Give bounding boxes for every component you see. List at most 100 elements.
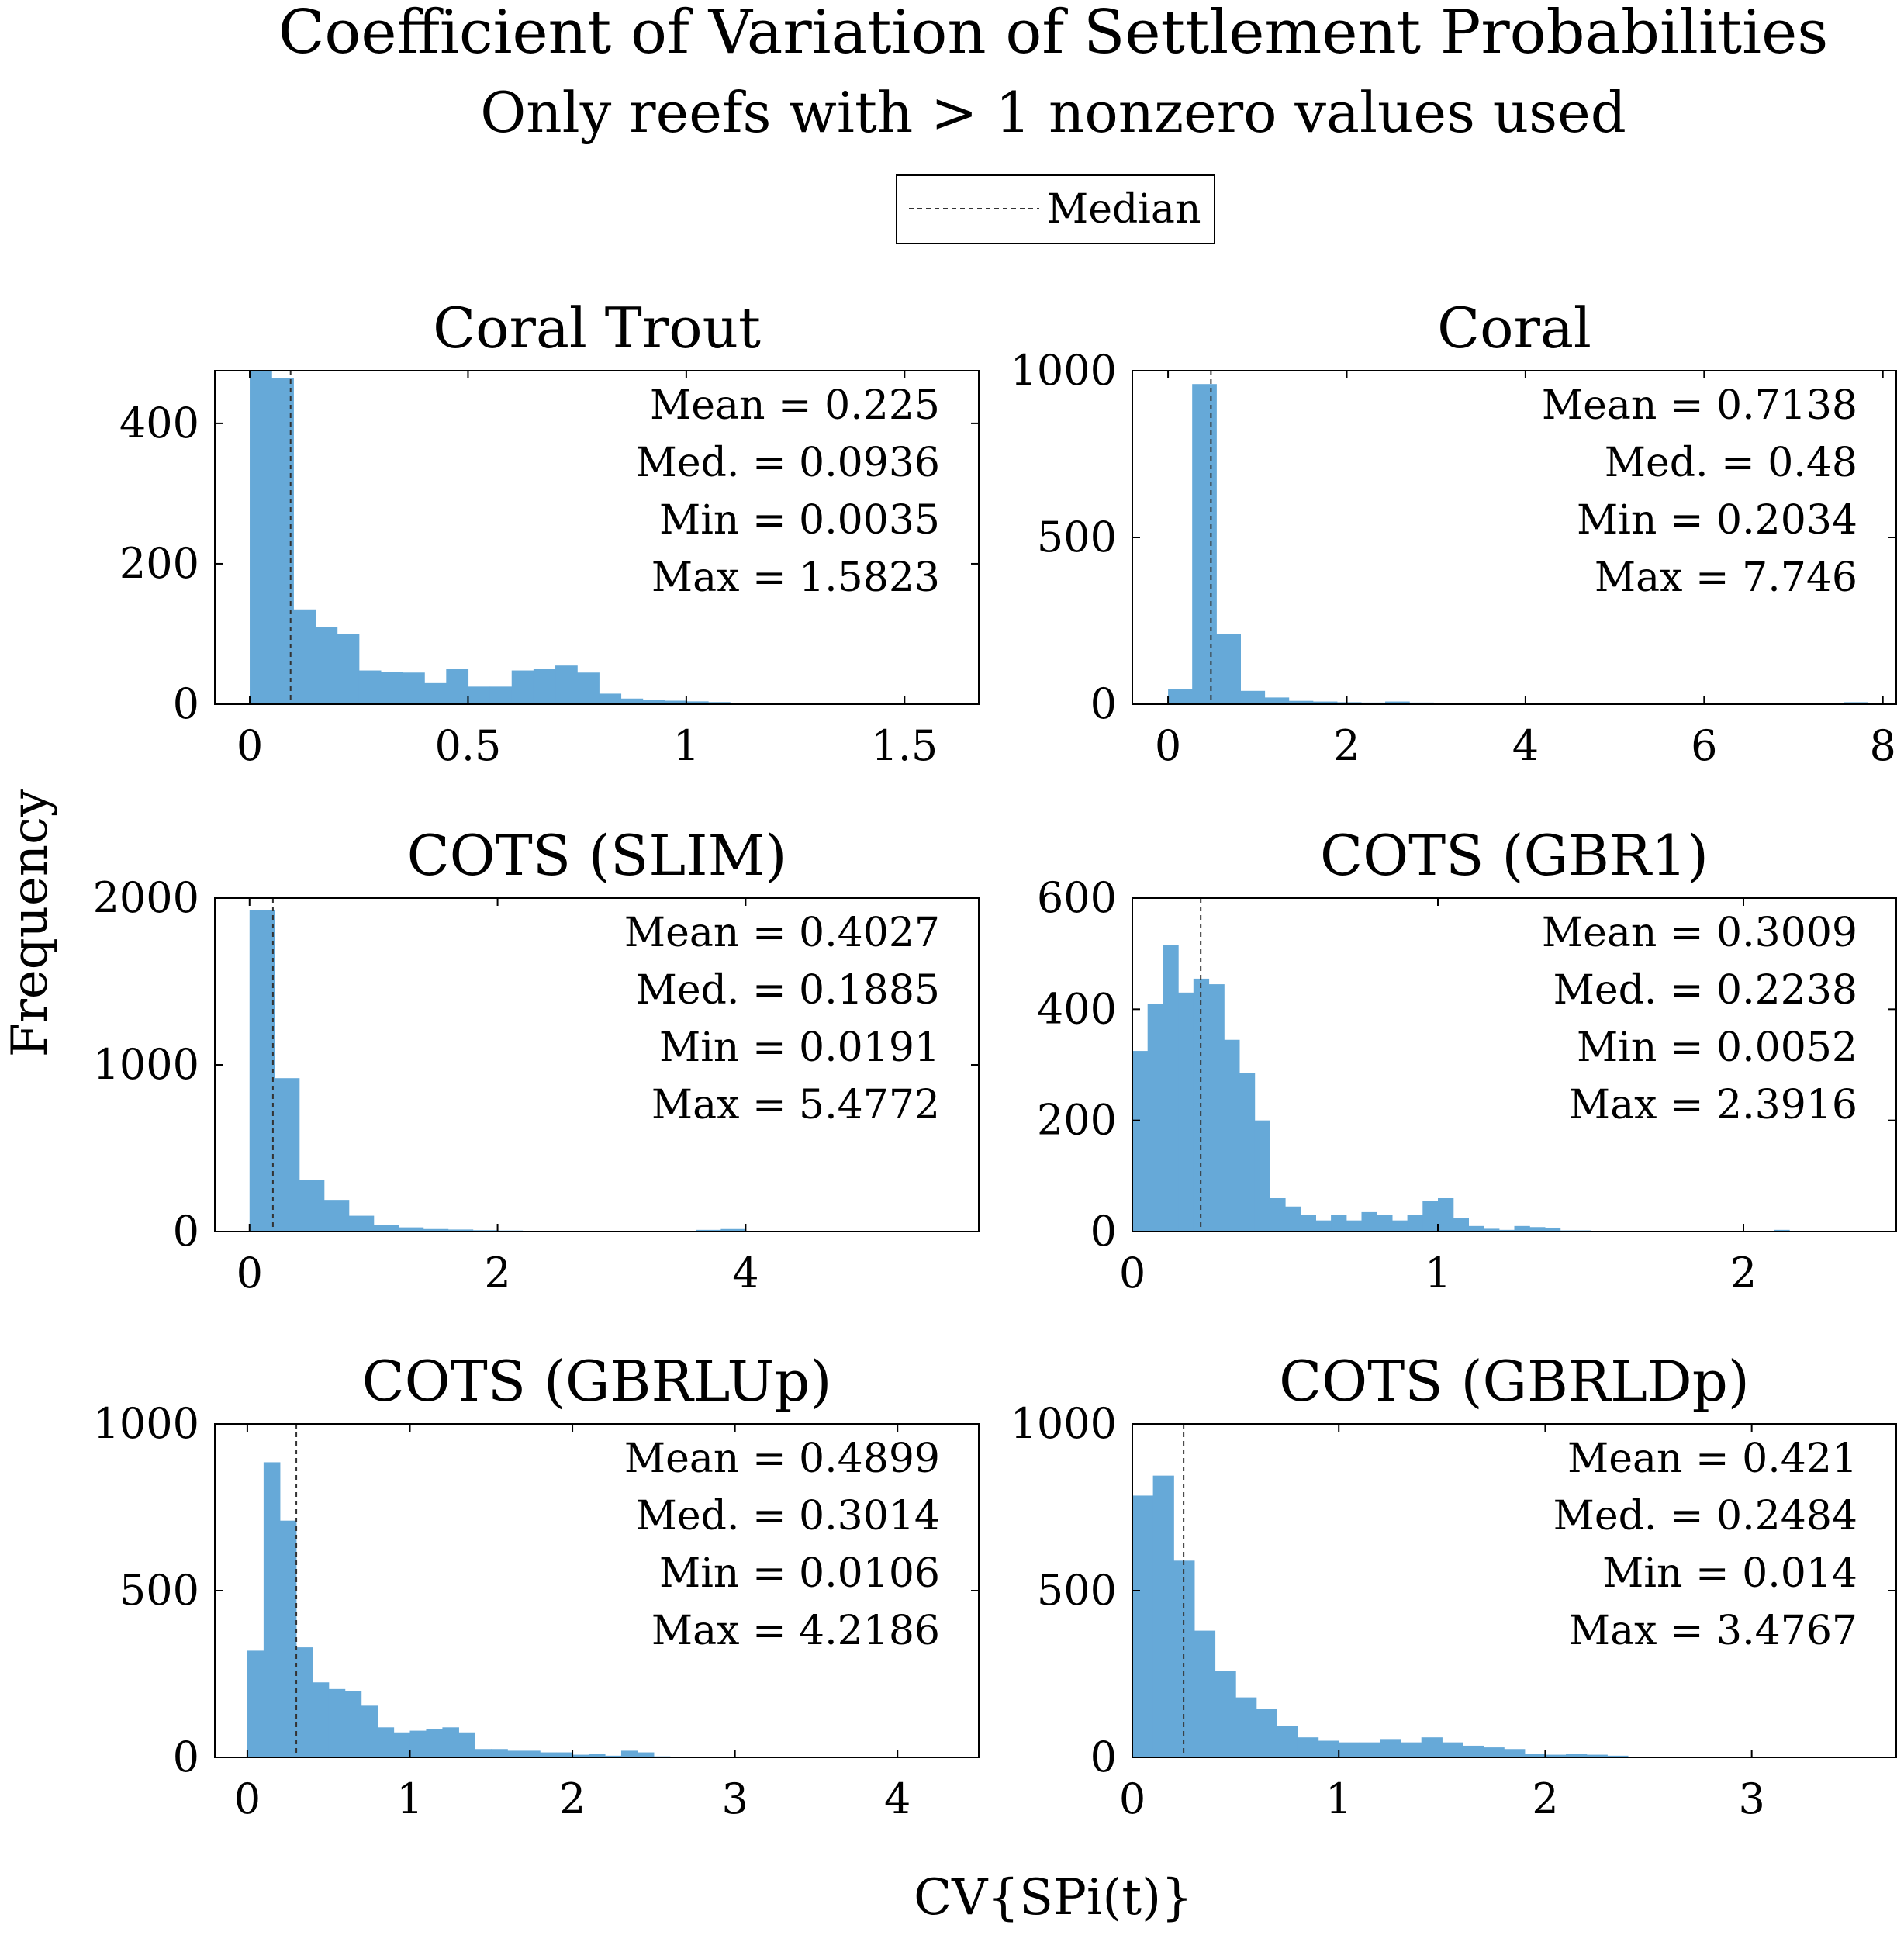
histogram-bar	[468, 686, 491, 704]
x-tick-label: 3	[721, 1774, 748, 1823]
stat-min: Min = 0.0035	[659, 497, 940, 544]
histogram-bar	[293, 609, 316, 704]
histogram-bar	[380, 672, 403, 704]
histogram-bar	[274, 1078, 300, 1232]
figure-title: Coefficient of Variation of Settlement P…	[278, 0, 1829, 67]
histogram-panel: COTS (SLIM) 0 2 4 0 1000 2000 Mean = 0.4027 Med.…	[93, 823, 980, 1297]
histogram-bar	[1192, 384, 1217, 704]
histogram-bar	[1401, 1742, 1422, 1757]
histogram-bar	[620, 698, 644, 704]
histogram-bar	[328, 1688, 346, 1757]
histogram-bar	[249, 910, 275, 1232]
histogram-bar	[540, 1752, 557, 1757]
histogram-bar	[361, 1705, 378, 1757]
histogram-bar	[1844, 702, 1868, 704]
histogram-bar	[708, 702, 731, 704]
histogram-bar	[1285, 1206, 1301, 1232]
stat-mean: Mean = 0.225	[650, 382, 940, 429]
histogram-bar	[250, 371, 272, 704]
histogram-bar	[475, 1749, 492, 1757]
histogram-bar	[1422, 1201, 1439, 1232]
y-tick-label: 400	[119, 399, 199, 447]
histogram-bar	[1339, 1742, 1360, 1757]
histogram-bar	[1438, 1198, 1454, 1232]
histogram-bar	[295, 1647, 313, 1757]
histogram-bar	[1421, 1737, 1443, 1757]
histogram-bar	[1312, 701, 1338, 704]
histogram-bar	[458, 1732, 475, 1757]
histogram-bar	[1132, 1495, 1154, 1757]
histogram-bar	[344, 1691, 362, 1757]
histogram-bar	[1300, 1215, 1316, 1232]
x-tick-label: 4	[1512, 721, 1539, 770]
histogram-bar	[1194, 1630, 1216, 1757]
histogram-bar	[489, 686, 513, 704]
histogram-bar	[1254, 1120, 1270, 1232]
x-tick-label: 1	[1325, 1774, 1352, 1823]
histogram-bar	[1380, 1739, 1401, 1757]
y-tick-label: 0	[1090, 1207, 1117, 1256]
x-tick-label: 0.5	[435, 721, 502, 770]
histogram-bar	[247, 1650, 264, 1757]
x-tick-label: 0	[234, 1774, 261, 1823]
histogram-bar	[1524, 1754, 1546, 1757]
stat-max: Max = 4.2186	[651, 1608, 940, 1654]
histogram-bar	[556, 1752, 573, 1757]
histogram-bar	[1566, 1754, 1588, 1757]
histogram-bar	[315, 627, 338, 704]
histogram-bar	[511, 670, 534, 704]
stat-min: Min = 0.2034	[1577, 497, 1857, 544]
histogram-bar	[1336, 702, 1362, 704]
x-tick-label: 0	[1119, 1774, 1146, 1823]
histogram-bar	[312, 1682, 330, 1757]
histogram-bar	[447, 1229, 474, 1232]
panel-title: COTS (GBR1)	[1320, 823, 1709, 888]
panel-title: COTS (GBRLUp)	[362, 1349, 832, 1414]
histogram-bar	[263, 1462, 281, 1757]
stat-median: Med. = 0.2238	[1553, 967, 1857, 1014]
histogram-bar	[696, 1229, 722, 1232]
histogram-bar	[1168, 689, 1193, 704]
x-tick-label: 0	[237, 721, 263, 770]
histogram-bar	[533, 669, 556, 704]
x-tick-label: 0	[1119, 1249, 1146, 1297]
histogram-panel: COTS (GBR1) 0 1 2 0 200 400 600 Mean = 0.3009 Med…	[1037, 823, 1897, 1297]
panel-title: COTS (GBRLDp)	[1279, 1349, 1750, 1414]
y-tick-label: 500	[119, 1566, 199, 1615]
histogram-bar	[1586, 1754, 1608, 1757]
y-tick-label: 200	[1037, 1096, 1117, 1145]
histogram-bar	[1215, 1671, 1236, 1757]
histogram-bar	[686, 701, 709, 704]
panel-title: Coral Trout	[433, 295, 761, 361]
histogram-bar	[348, 1215, 375, 1232]
x-tick-label: 6	[1691, 721, 1717, 770]
y-tick-label: 0	[173, 1207, 199, 1256]
histogram-bar	[1514, 1225, 1530, 1232]
histogram-bar	[1453, 1218, 1469, 1232]
histogram-bar	[409, 1730, 427, 1757]
histogram-bar	[1178, 992, 1194, 1232]
histogram-bar	[1359, 1742, 1381, 1757]
histogram-bar	[1442, 1742, 1463, 1757]
y-tick-label: 500	[1037, 1566, 1117, 1615]
histogram-bar	[599, 693, 622, 704]
y-tick-label: 500	[1037, 513, 1117, 561]
stat-max: Max = 5.4772	[651, 1082, 940, 1128]
histogram-bar	[637, 1752, 655, 1757]
histogram-bar	[1208, 984, 1225, 1232]
y-tick-label: 2000	[93, 873, 199, 922]
stat-max: Max = 1.5823	[651, 555, 940, 601]
stat-median: Med. = 0.1885	[636, 967, 940, 1014]
histogram-bar	[299, 1180, 325, 1232]
histogram-bar	[1544, 1227, 1561, 1232]
histogram-bar	[1468, 1225, 1484, 1232]
x-tick-label: 8	[1870, 721, 1896, 770]
y-tick-label: 1000	[1011, 346, 1117, 395]
histogram-bar	[323, 1200, 350, 1232]
histogram-bar	[1147, 1004, 1163, 1232]
histogram-bar	[1360, 702, 1386, 704]
histogram-bar	[1239, 1073, 1256, 1232]
x-tick-label: 0	[1155, 721, 1181, 770]
